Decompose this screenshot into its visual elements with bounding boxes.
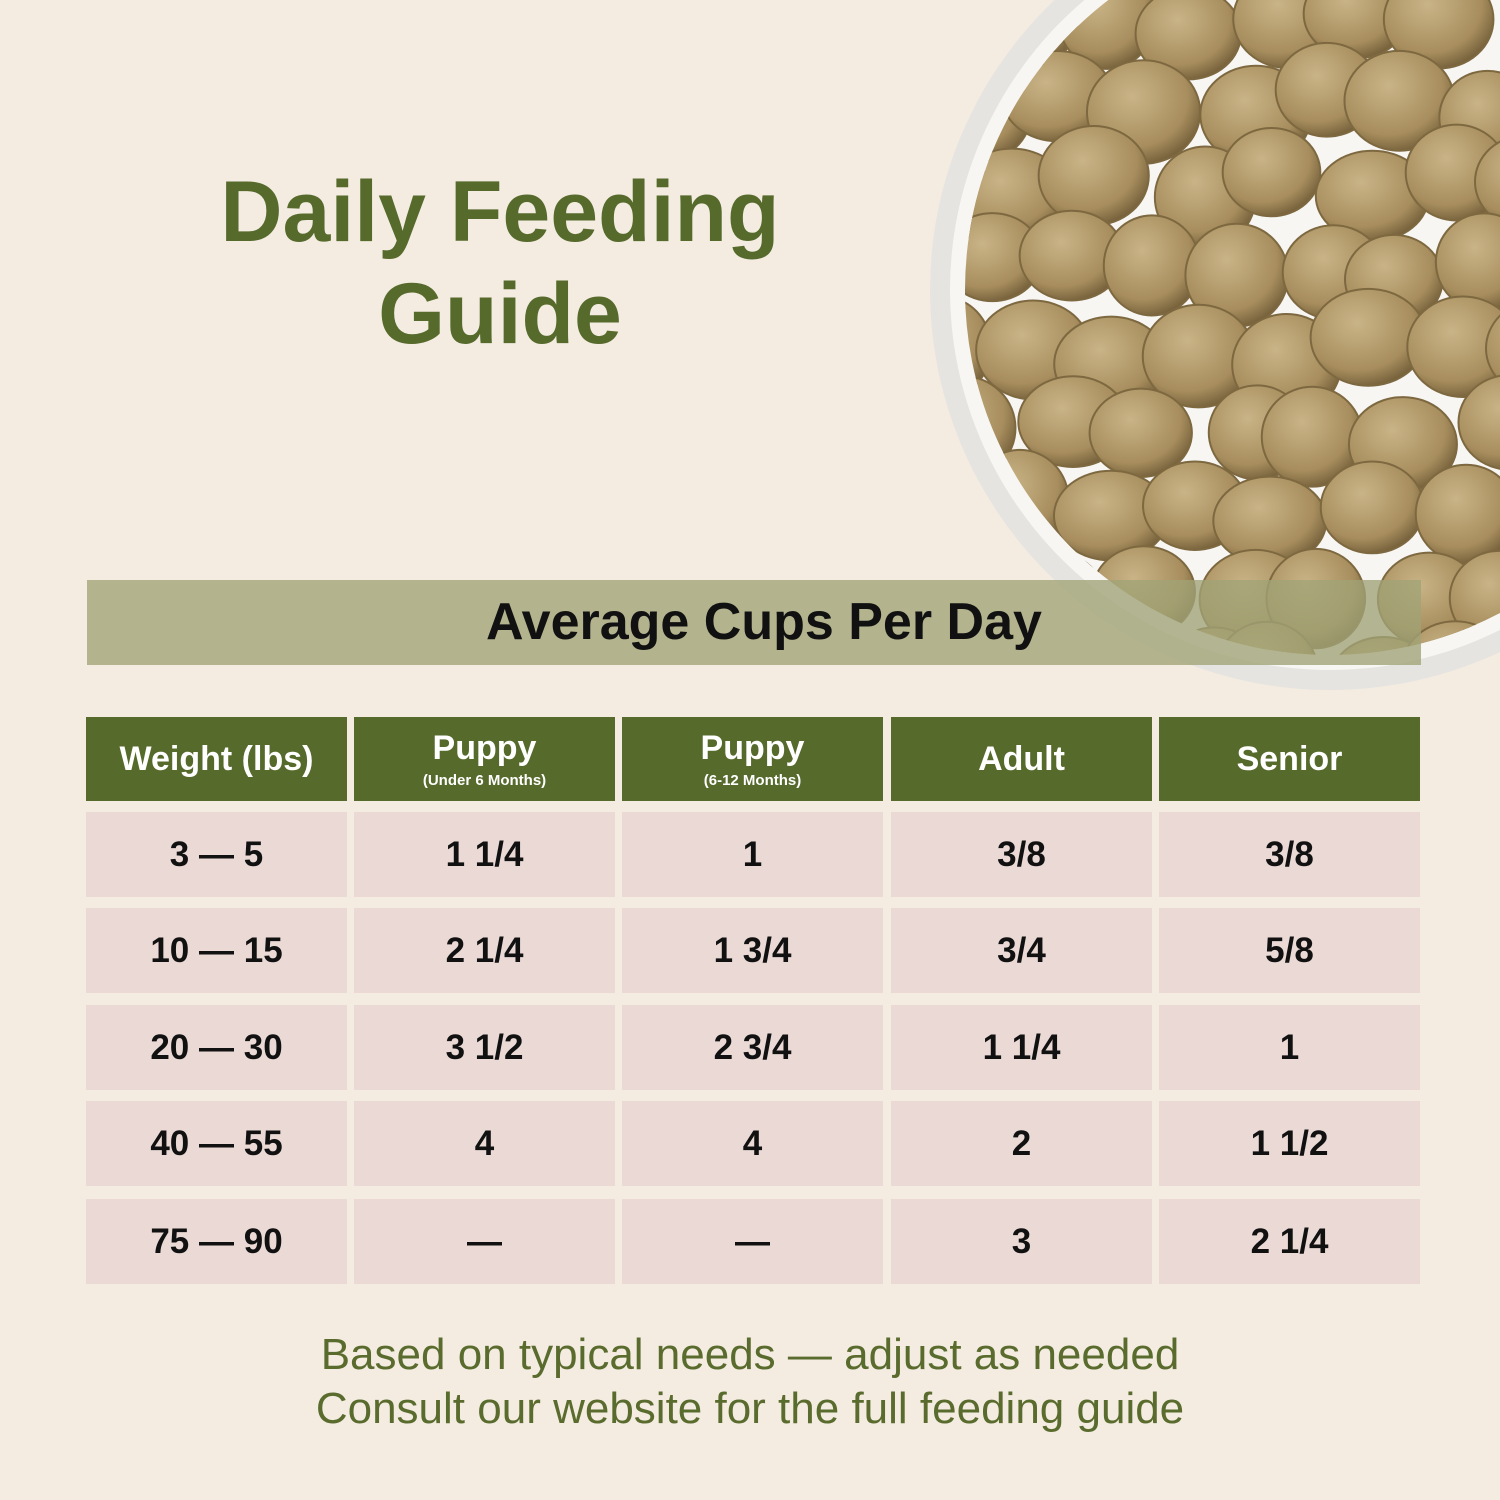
title-line: Guide [378,266,622,362]
footer-line: Consult our website for the full feeding… [315,1384,1185,1433]
header-cell: Weight (lbs) [86,717,347,801]
cell-text: — [735,1221,770,1261]
cell-text: 10 — 15 [150,930,283,970]
kibble [965,0,982,84]
cell-text: 2 1/4 [445,930,524,970]
table-cell: 3/4 [891,908,1152,993]
table-cell: 3 — 5 [86,812,347,897]
header-note: (6-12 Months) [703,772,802,789]
cell-text: 3/8 [997,834,1046,874]
table-cell: 10 — 15 [86,908,347,993]
table-cell: 75 — 90 [86,1199,347,1284]
cell-text: 2 [1011,1123,1032,1163]
kibble [1406,295,1500,399]
header-label: Puppy [700,729,805,767]
table-cell: 2 1/4 [354,908,615,993]
header-cell: Puppy (6-12 Months) [622,717,883,801]
subtitle: Average Cups Per Day [486,593,1042,651]
header-label: Weight (lbs) [119,739,314,778]
header-label: Adult [978,739,1065,778]
table-cell: 1 1/2 [1159,1101,1420,1186]
cell-text: 4 [742,1123,763,1163]
table-cell: 2 3/4 [622,1005,883,1090]
header-cell: Adult [891,717,1152,801]
table-cell: 3 1/2 [354,1005,615,1090]
table-cell: 3 [891,1199,1152,1284]
kibble [1319,460,1425,555]
cell-text: — [467,1221,502,1261]
table-cell: 1 [1159,1005,1420,1090]
header-cell: Senior [1159,717,1420,801]
kibble [1037,125,1150,227]
footer-line: Based on typical needs — adjust as neede… [320,1330,1180,1379]
table-cell: — [622,1199,883,1284]
title-line: Daily Feeding [220,164,780,260]
cell-text: 20 — 30 [150,1027,283,1067]
table-cell: 5/8 [1159,908,1420,993]
cell-text: 1 1/2 [1250,1123,1329,1163]
cell-text: 3 [1011,1221,1032,1261]
header-label: Puppy [432,729,537,767]
table-cell: 2 1/4 [1159,1199,1420,1284]
cell-text: 3/4 [997,930,1046,970]
header-note: (Under 6 Months) [422,772,547,789]
cell-text: 1 [1279,1027,1300,1067]
table-cell: 1 [622,812,883,897]
kibble [1457,374,1500,471]
header-cell: Puppy (Under 6 Months) [354,717,615,801]
cell-text: 75 — 90 [150,1221,283,1261]
kibble [1473,134,1500,230]
table-cell: — [354,1199,615,1284]
cell-text: 3 — 5 [169,834,264,874]
cell-text: 1 1/4 [982,1027,1061,1067]
header-label: Senior [1236,739,1343,778]
table-cell: 4 [622,1101,883,1186]
cell-text: 1 [742,834,763,874]
table-cell: 1 3/4 [622,908,883,993]
kibble [1221,126,1322,218]
table-cell: 1 1/4 [891,1005,1152,1090]
cell-text: 2 1/4 [1250,1221,1329,1261]
cell-text: 1 3/4 [713,930,792,970]
cell-text: 3 1/2 [445,1027,524,1067]
cell-text: 2 3/4 [713,1027,792,1067]
kibble [1484,297,1500,400]
cell-text: 4 [474,1123,495,1163]
table-cell: 3/8 [1159,812,1420,897]
cell-text: 1 1/4 [445,834,524,874]
table-cell: 1 1/4 [354,812,615,897]
cell-text: 40 — 55 [150,1123,283,1163]
table-cell: 4 [354,1101,615,1186]
table-cell: 3/8 [891,812,1152,897]
subtitle-banner [87,580,1421,665]
table-cell: 40 — 55 [86,1101,347,1186]
cell-text: 5/8 [1265,930,1314,970]
table-cell: 2 [891,1101,1152,1186]
table-cell: 20 — 30 [86,1005,347,1090]
cell-text: 3/8 [1265,834,1314,874]
